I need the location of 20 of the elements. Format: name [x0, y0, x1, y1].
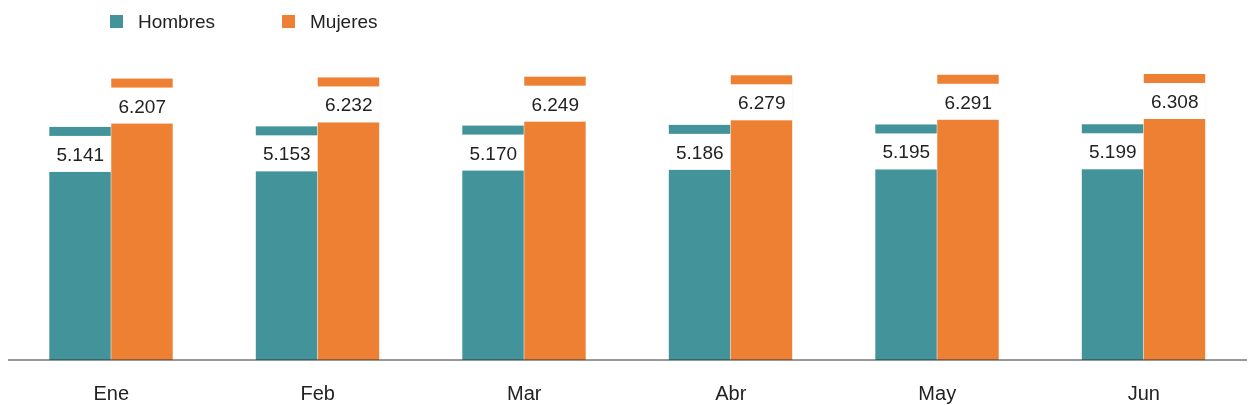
x-tick-label: Ene: [93, 382, 130, 404]
data-label: 6.291: [944, 91, 992, 113]
data-label: 6.249: [531, 93, 579, 115]
x-tick-label: Feb: [300, 382, 335, 404]
x-tick-label: May: [918, 382, 957, 404]
legend-label: Hombres: [138, 11, 216, 32]
data-label: 5.199: [1089, 141, 1137, 163]
data-label: 5.141: [56, 143, 105, 165]
data-label: 6.232: [324, 94, 373, 116]
data-label: 6.279: [737, 92, 786, 114]
x-tick-label: Abr: [715, 382, 747, 404]
x-tick-label: Jun: [1127, 382, 1160, 404]
data-label: 5.195: [882, 141, 931, 163]
legend-label: Mujeres: [310, 11, 378, 32]
data-label: 5.170: [469, 142, 518, 164]
data-label: 6.207: [118, 95, 166, 117]
data-label: 5.153: [263, 143, 311, 165]
x-tick-label: Mar: [507, 382, 542, 404]
data-label: 5.186: [676, 141, 724, 163]
data-label: 6.308: [1150, 91, 1199, 112]
